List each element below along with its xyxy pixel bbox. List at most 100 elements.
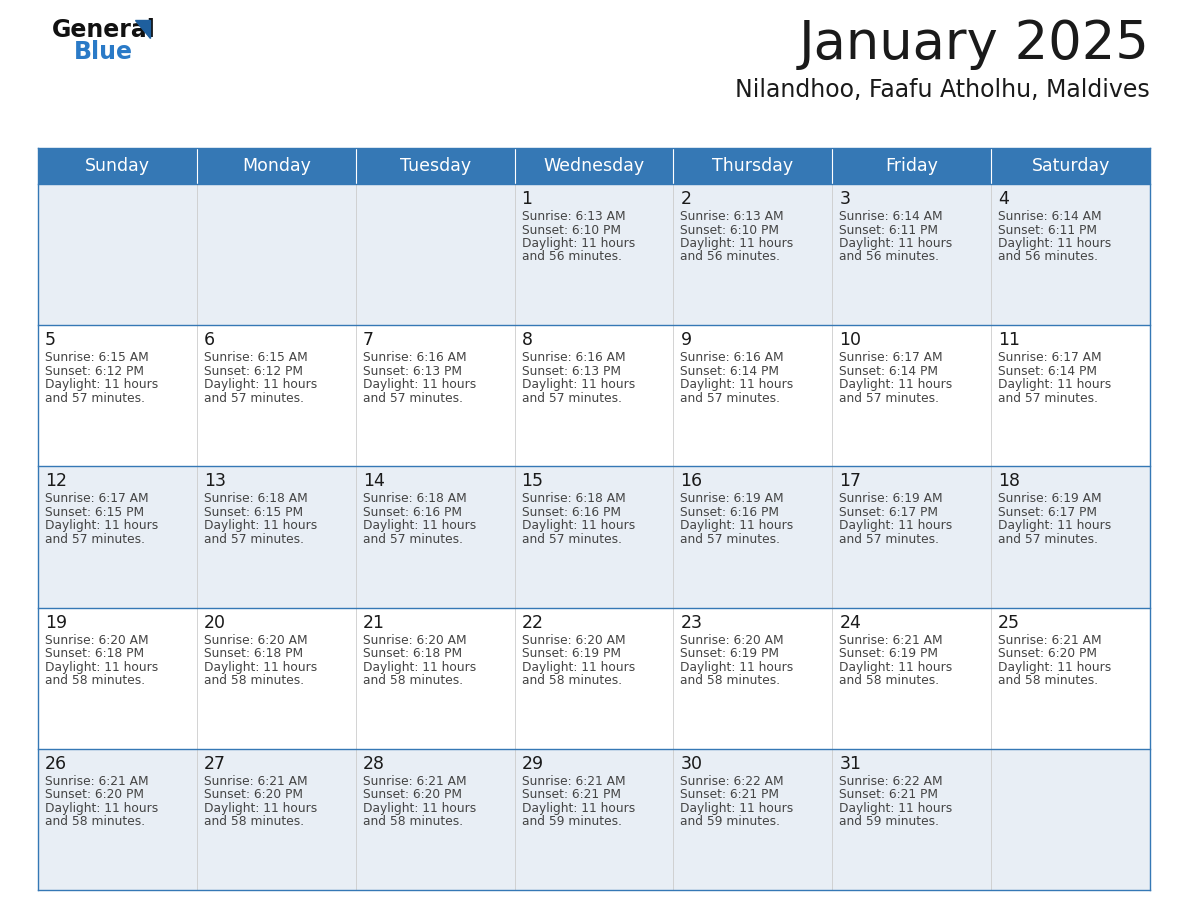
Text: and 58 minutes.: and 58 minutes. bbox=[362, 674, 463, 687]
Text: Sunset: 6:17 PM: Sunset: 6:17 PM bbox=[839, 506, 939, 519]
Polygon shape bbox=[135, 20, 150, 38]
Text: Sunrise: 6:20 AM: Sunrise: 6:20 AM bbox=[204, 633, 308, 646]
Text: 3: 3 bbox=[839, 190, 851, 208]
Bar bbox=[674, 148, 833, 184]
Text: and 57 minutes.: and 57 minutes. bbox=[522, 392, 621, 405]
Text: Sunrise: 6:14 AM: Sunrise: 6:14 AM bbox=[839, 210, 943, 223]
Text: 2: 2 bbox=[681, 190, 691, 208]
Text: Sunset: 6:15 PM: Sunset: 6:15 PM bbox=[45, 506, 144, 519]
Text: Sunrise: 6:19 AM: Sunrise: 6:19 AM bbox=[998, 492, 1101, 506]
Text: Sunrise: 6:18 AM: Sunrise: 6:18 AM bbox=[362, 492, 467, 506]
Text: and 58 minutes.: and 58 minutes. bbox=[45, 815, 145, 828]
Text: and 57 minutes.: and 57 minutes. bbox=[362, 533, 462, 546]
Text: Sunset: 6:20 PM: Sunset: 6:20 PM bbox=[204, 789, 303, 801]
Text: Daylight: 11 hours: Daylight: 11 hours bbox=[998, 520, 1112, 532]
Text: and 57 minutes.: and 57 minutes. bbox=[839, 533, 940, 546]
Text: Sunset: 6:21 PM: Sunset: 6:21 PM bbox=[681, 789, 779, 801]
Text: Sunset: 6:16 PM: Sunset: 6:16 PM bbox=[681, 506, 779, 519]
Bar bbox=[197, 148, 355, 184]
Text: Daylight: 11 hours: Daylight: 11 hours bbox=[998, 237, 1112, 250]
Text: Sunset: 6:13 PM: Sunset: 6:13 PM bbox=[522, 364, 620, 377]
Text: Sunset: 6:21 PM: Sunset: 6:21 PM bbox=[839, 789, 939, 801]
Text: 31: 31 bbox=[839, 755, 861, 773]
Text: Sunrise: 6:22 AM: Sunrise: 6:22 AM bbox=[681, 775, 784, 788]
Text: Daylight: 11 hours: Daylight: 11 hours bbox=[839, 520, 953, 532]
Text: Sunday: Sunday bbox=[84, 157, 150, 175]
Text: Daylight: 11 hours: Daylight: 11 hours bbox=[204, 661, 317, 674]
Text: and 56 minutes.: and 56 minutes. bbox=[681, 251, 781, 263]
Text: Daylight: 11 hours: Daylight: 11 hours bbox=[681, 801, 794, 815]
Text: Sunset: 6:11 PM: Sunset: 6:11 PM bbox=[998, 223, 1098, 237]
Text: 27: 27 bbox=[204, 755, 226, 773]
Bar bbox=[38, 325, 1150, 466]
Text: Daylight: 11 hours: Daylight: 11 hours bbox=[45, 801, 158, 815]
Text: and 56 minutes.: and 56 minutes. bbox=[998, 251, 1098, 263]
Bar bbox=[991, 148, 1150, 184]
Text: Sunrise: 6:16 AM: Sunrise: 6:16 AM bbox=[681, 352, 784, 364]
Text: Sunrise: 6:21 AM: Sunrise: 6:21 AM bbox=[998, 633, 1101, 646]
Text: Sunset: 6:19 PM: Sunset: 6:19 PM bbox=[681, 647, 779, 660]
Text: Daylight: 11 hours: Daylight: 11 hours bbox=[522, 801, 634, 815]
Text: Sunset: 6:14 PM: Sunset: 6:14 PM bbox=[681, 364, 779, 377]
Text: Sunrise: 6:15 AM: Sunrise: 6:15 AM bbox=[204, 352, 308, 364]
Bar bbox=[38, 184, 1150, 325]
Text: Sunrise: 6:20 AM: Sunrise: 6:20 AM bbox=[681, 633, 784, 646]
Text: and 57 minutes.: and 57 minutes. bbox=[45, 533, 145, 546]
Bar bbox=[833, 148, 991, 184]
Text: Sunset: 6:16 PM: Sunset: 6:16 PM bbox=[522, 506, 620, 519]
Text: 14: 14 bbox=[362, 473, 385, 490]
Text: 7: 7 bbox=[362, 331, 374, 349]
Text: Daylight: 11 hours: Daylight: 11 hours bbox=[681, 661, 794, 674]
Text: Sunrise: 6:17 AM: Sunrise: 6:17 AM bbox=[45, 492, 148, 506]
Text: Daylight: 11 hours: Daylight: 11 hours bbox=[998, 378, 1112, 391]
Text: Sunrise: 6:21 AM: Sunrise: 6:21 AM bbox=[839, 633, 943, 646]
Text: Daylight: 11 hours: Daylight: 11 hours bbox=[839, 237, 953, 250]
Bar bbox=[355, 148, 514, 184]
Text: Monday: Monday bbox=[242, 157, 311, 175]
Text: 26: 26 bbox=[45, 755, 68, 773]
Text: Sunset: 6:18 PM: Sunset: 6:18 PM bbox=[362, 647, 462, 660]
Text: Daylight: 11 hours: Daylight: 11 hours bbox=[522, 237, 634, 250]
Text: 21: 21 bbox=[362, 613, 385, 632]
Text: Sunrise: 6:21 AM: Sunrise: 6:21 AM bbox=[45, 775, 148, 788]
Text: Daylight: 11 hours: Daylight: 11 hours bbox=[839, 661, 953, 674]
Text: and 59 minutes.: and 59 minutes. bbox=[522, 815, 621, 828]
Text: 4: 4 bbox=[998, 190, 1009, 208]
Text: Blue: Blue bbox=[74, 40, 133, 64]
Text: and 59 minutes.: and 59 minutes. bbox=[681, 815, 781, 828]
Text: Sunset: 6:21 PM: Sunset: 6:21 PM bbox=[522, 789, 620, 801]
Text: Friday: Friday bbox=[885, 157, 939, 175]
Text: Daylight: 11 hours: Daylight: 11 hours bbox=[522, 520, 634, 532]
Text: Sunrise: 6:21 AM: Sunrise: 6:21 AM bbox=[204, 775, 308, 788]
Text: Sunset: 6:19 PM: Sunset: 6:19 PM bbox=[839, 647, 939, 660]
Text: Nilandhoo, Faafu Atholhu, Maldives: Nilandhoo, Faafu Atholhu, Maldives bbox=[735, 78, 1150, 102]
Text: and 58 minutes.: and 58 minutes. bbox=[522, 674, 621, 687]
Text: and 56 minutes.: and 56 minutes. bbox=[839, 251, 940, 263]
Text: General: General bbox=[52, 18, 156, 42]
Text: Daylight: 11 hours: Daylight: 11 hours bbox=[204, 378, 317, 391]
Text: Daylight: 11 hours: Daylight: 11 hours bbox=[681, 520, 794, 532]
Text: Sunset: 6:16 PM: Sunset: 6:16 PM bbox=[362, 506, 462, 519]
Text: January 2025: January 2025 bbox=[800, 18, 1150, 70]
Text: Sunrise: 6:21 AM: Sunrise: 6:21 AM bbox=[522, 775, 625, 788]
Text: Sunrise: 6:21 AM: Sunrise: 6:21 AM bbox=[362, 775, 467, 788]
Text: 20: 20 bbox=[204, 613, 226, 632]
Text: and 58 minutes.: and 58 minutes. bbox=[45, 674, 145, 687]
Text: Daylight: 11 hours: Daylight: 11 hours bbox=[204, 520, 317, 532]
Text: Sunset: 6:11 PM: Sunset: 6:11 PM bbox=[839, 223, 939, 237]
Text: Sunset: 6:20 PM: Sunset: 6:20 PM bbox=[998, 647, 1098, 660]
Text: Daylight: 11 hours: Daylight: 11 hours bbox=[522, 661, 634, 674]
Bar bbox=[514, 148, 674, 184]
Text: Daylight: 11 hours: Daylight: 11 hours bbox=[362, 661, 476, 674]
Text: 13: 13 bbox=[204, 473, 226, 490]
Text: Sunset: 6:10 PM: Sunset: 6:10 PM bbox=[681, 223, 779, 237]
Text: and 57 minutes.: and 57 minutes. bbox=[362, 392, 462, 405]
Bar bbox=[38, 608, 1150, 749]
Text: Daylight: 11 hours: Daylight: 11 hours bbox=[45, 661, 158, 674]
Text: and 58 minutes.: and 58 minutes. bbox=[204, 674, 304, 687]
Text: and 57 minutes.: and 57 minutes. bbox=[998, 392, 1098, 405]
Text: Saturday: Saturday bbox=[1031, 157, 1110, 175]
Text: and 57 minutes.: and 57 minutes. bbox=[839, 392, 940, 405]
Text: Sunrise: 6:20 AM: Sunrise: 6:20 AM bbox=[45, 633, 148, 646]
Text: Sunset: 6:18 PM: Sunset: 6:18 PM bbox=[204, 647, 303, 660]
